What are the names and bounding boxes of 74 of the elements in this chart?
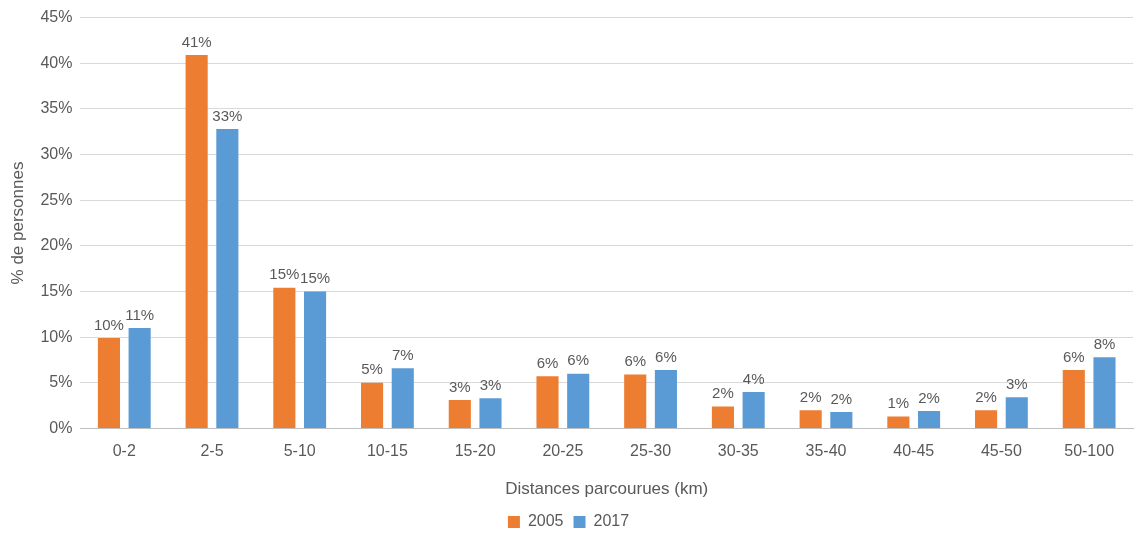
bar [448,400,471,428]
data-label: 2% [975,387,997,405]
bar [391,368,414,428]
data-label: 8% [1093,334,1116,352]
bar [361,382,384,428]
y-tick-label: 10% [40,327,73,345]
data-label: 15% [300,269,331,287]
data-label: 2% [918,388,940,406]
data-label: 6% [536,354,559,372]
data-label: 7% [391,345,414,363]
x-tick-label: 10-15 [366,442,408,460]
x-tick-label: 25-30 [630,442,672,460]
bar [918,411,941,428]
bar [97,338,120,428]
x-tick-label: 0-2 [112,442,136,460]
data-label: 1% [887,394,910,412]
y-tick-label: 30% [40,144,73,162]
bar [975,410,998,428]
x-tick-label: 2-5 [200,442,224,460]
y-tick-label: 45% [40,8,73,26]
bar [624,374,647,428]
data-label: 6% [1062,347,1085,365]
y-axis-title: % de personnes [7,161,27,285]
x-tick-label: 35-40 [805,442,847,460]
bar [128,327,151,428]
data-label: 2% [830,389,853,407]
bar [830,411,853,428]
y-tick-label: 0% [49,418,73,436]
bar [216,128,239,428]
legend-label: 2005 [527,512,564,530]
bar [742,391,765,428]
y-tick-label: 15% [40,281,73,299]
y-tick-label: 5% [49,373,73,391]
data-label: 11% [125,305,155,323]
bar [304,291,327,428]
data-label: 10% [93,315,124,333]
x-axis-title: Distances parcourues (km) [505,479,709,499]
legend-label: 2017 [593,512,630,530]
x-tick-label: 50-100 [1064,442,1115,460]
bar [567,373,590,428]
data-label: 3% [1005,375,1028,392]
bar [273,287,296,428]
x-tick-label: 20-25 [542,442,584,460]
data-label: 6% [655,347,677,365]
data-label: 6% [624,352,647,370]
x-tick-label: 45-50 [980,442,1022,460]
bar [654,369,677,428]
x-tick-label: 5-10 [283,442,316,460]
y-tick-label: 35% [40,99,73,117]
data-label: 15% [269,265,300,283]
bar [536,376,559,428]
data-label: 2% [799,387,822,405]
bar [185,55,208,428]
y-tick-label: 25% [40,190,73,208]
y-tick-label: 40% [40,53,73,71]
data-label: 5% [361,360,383,378]
y-tick-label: 20% [40,236,73,254]
data-label: 3% [479,375,502,393]
data-label: 3% [448,377,471,395]
bar [1005,397,1028,428]
x-tick-label: 15-20 [454,442,496,460]
data-label: 33% [212,106,243,124]
data-label: 4% [742,369,765,387]
bar [479,398,502,428]
data-label: 6% [567,351,590,369]
bar [711,406,734,428]
x-tick-label: 40-45 [893,442,935,460]
data-label: 41% [181,32,212,50]
bar [799,410,822,428]
x-tick-label: 30-35 [717,442,759,460]
bar [1093,357,1116,428]
bar [887,416,910,428]
bar [1062,369,1085,428]
data-label: 2% [712,384,734,402]
